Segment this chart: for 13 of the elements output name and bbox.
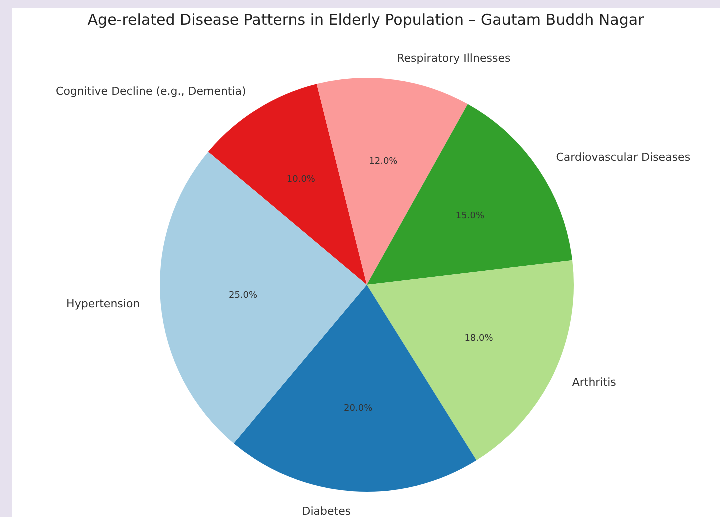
slice-label: Cognitive Decline (e.g., Dementia) [56,84,246,98]
slice-label: Hypertension [66,298,140,311]
data-label: 25.0% [228,291,258,302]
slice-label: Arthritis [572,376,617,390]
data-label: 18.0% [464,334,494,344]
data-label: 12.0% [369,157,398,168]
slice-label: Respiratory Illnesses [397,52,511,66]
slice-label: Cardiovascular Diseases [556,151,691,164]
data-label: 10.0% [286,175,316,186]
data-label: 20.0% [344,404,374,414]
data-label: 15.0% [456,211,485,222]
chart-title: Age-related Disease Patterns in Elderly Population – Gautam Buddh Nagar [88,10,646,29]
slice-label: Diabetes [302,505,352,517]
